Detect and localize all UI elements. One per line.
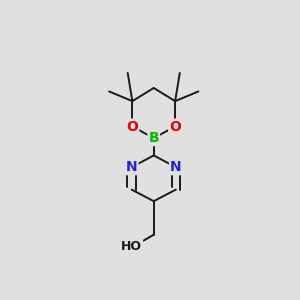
Text: O: O <box>169 120 181 134</box>
Text: N: N <box>170 160 182 174</box>
Text: B: B <box>148 131 159 145</box>
Text: HO: HO <box>121 240 142 253</box>
Text: N: N <box>126 160 137 174</box>
Text: O: O <box>126 120 138 134</box>
